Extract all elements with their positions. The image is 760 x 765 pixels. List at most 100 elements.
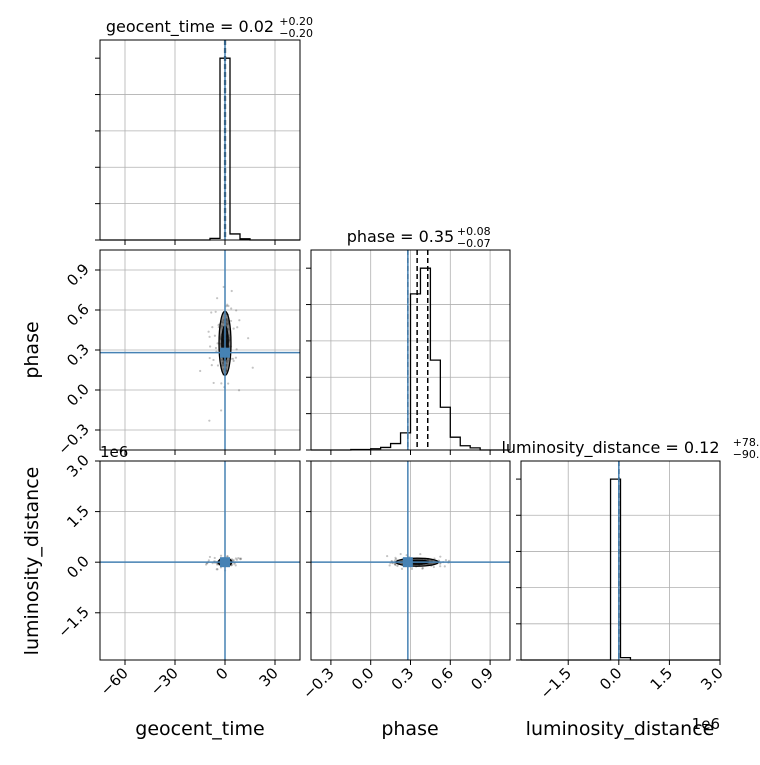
scatter-point: [219, 554, 223, 557]
scatter-point: [214, 346, 218, 350]
scatter-point: [208, 419, 211, 422]
scatter-point: [220, 409, 223, 412]
scatter-point: [400, 567, 404, 570]
y-tick-label: 0.0: [63, 380, 93, 410]
title-minus: −0.07: [457, 237, 491, 250]
y-tick-label: 0.6: [63, 300, 93, 330]
scatter-point: [439, 562, 442, 565]
scatter-point: [443, 565, 446, 568]
scatter-point: [208, 345, 212, 348]
scatter-point: [235, 348, 238, 351]
x-tick-label: −1.5: [537, 664, 575, 702]
x-tick-label: 0: [212, 664, 231, 683]
scatter-point: [232, 327, 235, 330]
scatter-point: [220, 382, 223, 385]
scatter-point: [232, 359, 235, 362]
marginal-title: geocent_time = 0.02 +0.20−0.20: [106, 15, 313, 40]
scatter-point: [199, 369, 202, 373]
scatter-point: [251, 366, 254, 369]
y-tick-label: −1.5: [54, 603, 92, 641]
x-tick-label: 0.0: [348, 664, 378, 694]
scatter-point: [213, 556, 216, 560]
scatter-point: [222, 285, 225, 289]
marginal-title: phase = 0.35 +0.08−0.07: [347, 225, 491, 250]
panel-frame: [99, 460, 301, 661]
scatter-point: [393, 559, 396, 562]
scatter-point: [213, 334, 217, 337]
scatter-point: [399, 552, 402, 556]
scatter-point: [232, 559, 235, 562]
x-tick-label: 3.0: [697, 664, 727, 694]
scatter-point: [211, 326, 214, 329]
title-minus: −0.20: [279, 27, 313, 40]
scatter-point: [444, 559, 448, 562]
scatter-point: [247, 337, 250, 340]
scatter-point: [238, 557, 242, 560]
y-tick-label: 0.0: [63, 552, 93, 582]
scatter-point: [215, 568, 218, 571]
title-main: luminosity_distance = 0.12: [501, 438, 719, 458]
scatter-point: [230, 307, 233, 310]
scatter-point: [210, 311, 213, 314]
scatter-point: [227, 304, 230, 308]
x-tick-label: 1.5: [647, 664, 677, 694]
panel-phase-hist: phase = 0.35 +0.08−0.07: [306, 225, 511, 455]
scatter-point: [226, 554, 229, 558]
y-offset-text: 1e6: [100, 443, 128, 461]
y-axis-label-phase: phase: [21, 321, 43, 378]
scatter-point: [238, 319, 241, 322]
scatter-point: [208, 356, 211, 360]
marginal-title: luminosity_distance = 0.12 +78.36−90.79: [501, 436, 760, 461]
scatter-point: [394, 556, 397, 559]
y-tick-label: 1.5: [63, 502, 93, 532]
scatter-point: [216, 364, 220, 367]
y-tick-label: 0.9: [63, 260, 93, 290]
x-tick-label: 0.3: [388, 664, 418, 694]
scatter-point: [208, 335, 211, 338]
scatter-point: [233, 562, 236, 565]
scatter-point: [226, 303, 229, 306]
panel-background: [100, 40, 300, 240]
panel-frame: [99, 39, 301, 241]
scatter-point: [227, 382, 230, 385]
scatter-point: [388, 564, 391, 567]
scatter-point: [216, 342, 219, 345]
scatter-point: [216, 297, 219, 300]
panel-geocent_time-vs-luminosity_distance: −60 −30 0 30−1.50.01.53.0: [54, 451, 301, 699]
scatter-point: [207, 330, 210, 333]
scatter-point: [234, 564, 237, 567]
panel-luminosity_distance-hist: luminosity_distance = 0.12 +78.36−90.79 −1…: [501, 436, 760, 703]
scatter-point: [393, 562, 397, 566]
title-main: geocent_time = 0.02: [106, 17, 274, 37]
title-plus: +0.20: [279, 15, 313, 28]
scatter-point: [237, 557, 240, 560]
y-axis-label-luminosity-distance: luminosity_distance: [21, 467, 43, 656]
scatter-point: [421, 567, 424, 570]
x-tick-label: 0.6: [428, 664, 458, 694]
scatter-point: [216, 563, 219, 566]
scatter-point: [239, 557, 243, 560]
scatter-point: [393, 563, 397, 566]
x-tick-label: 30: [256, 664, 282, 690]
scatter-point: [217, 324, 220, 327]
title-minus: −90.79: [733, 448, 760, 461]
truth-marker: [220, 557, 230, 568]
scatter-point: [410, 567, 414, 571]
scatter-point: [212, 381, 215, 385]
y-tick-label: 0.3: [63, 340, 93, 370]
scatter-point: [395, 558, 398, 561]
x-axis-label-phase: phase: [381, 718, 438, 740]
x-tick-label: −30: [147, 664, 182, 699]
scatter-point: [394, 563, 397, 567]
x-tick-label: −0.3: [299, 664, 337, 702]
scatter-point: [210, 364, 213, 367]
scatter-point: [208, 555, 212, 559]
x-axis-label-geocent-time: geocent_time: [135, 718, 264, 740]
scatter-point: [231, 558, 234, 561]
scatter-point: [236, 326, 239, 329]
title-main: phase = 0.35: [347, 227, 454, 246]
y-tick-label: −0.3: [54, 420, 92, 458]
scatter-point: [229, 319, 233, 323]
